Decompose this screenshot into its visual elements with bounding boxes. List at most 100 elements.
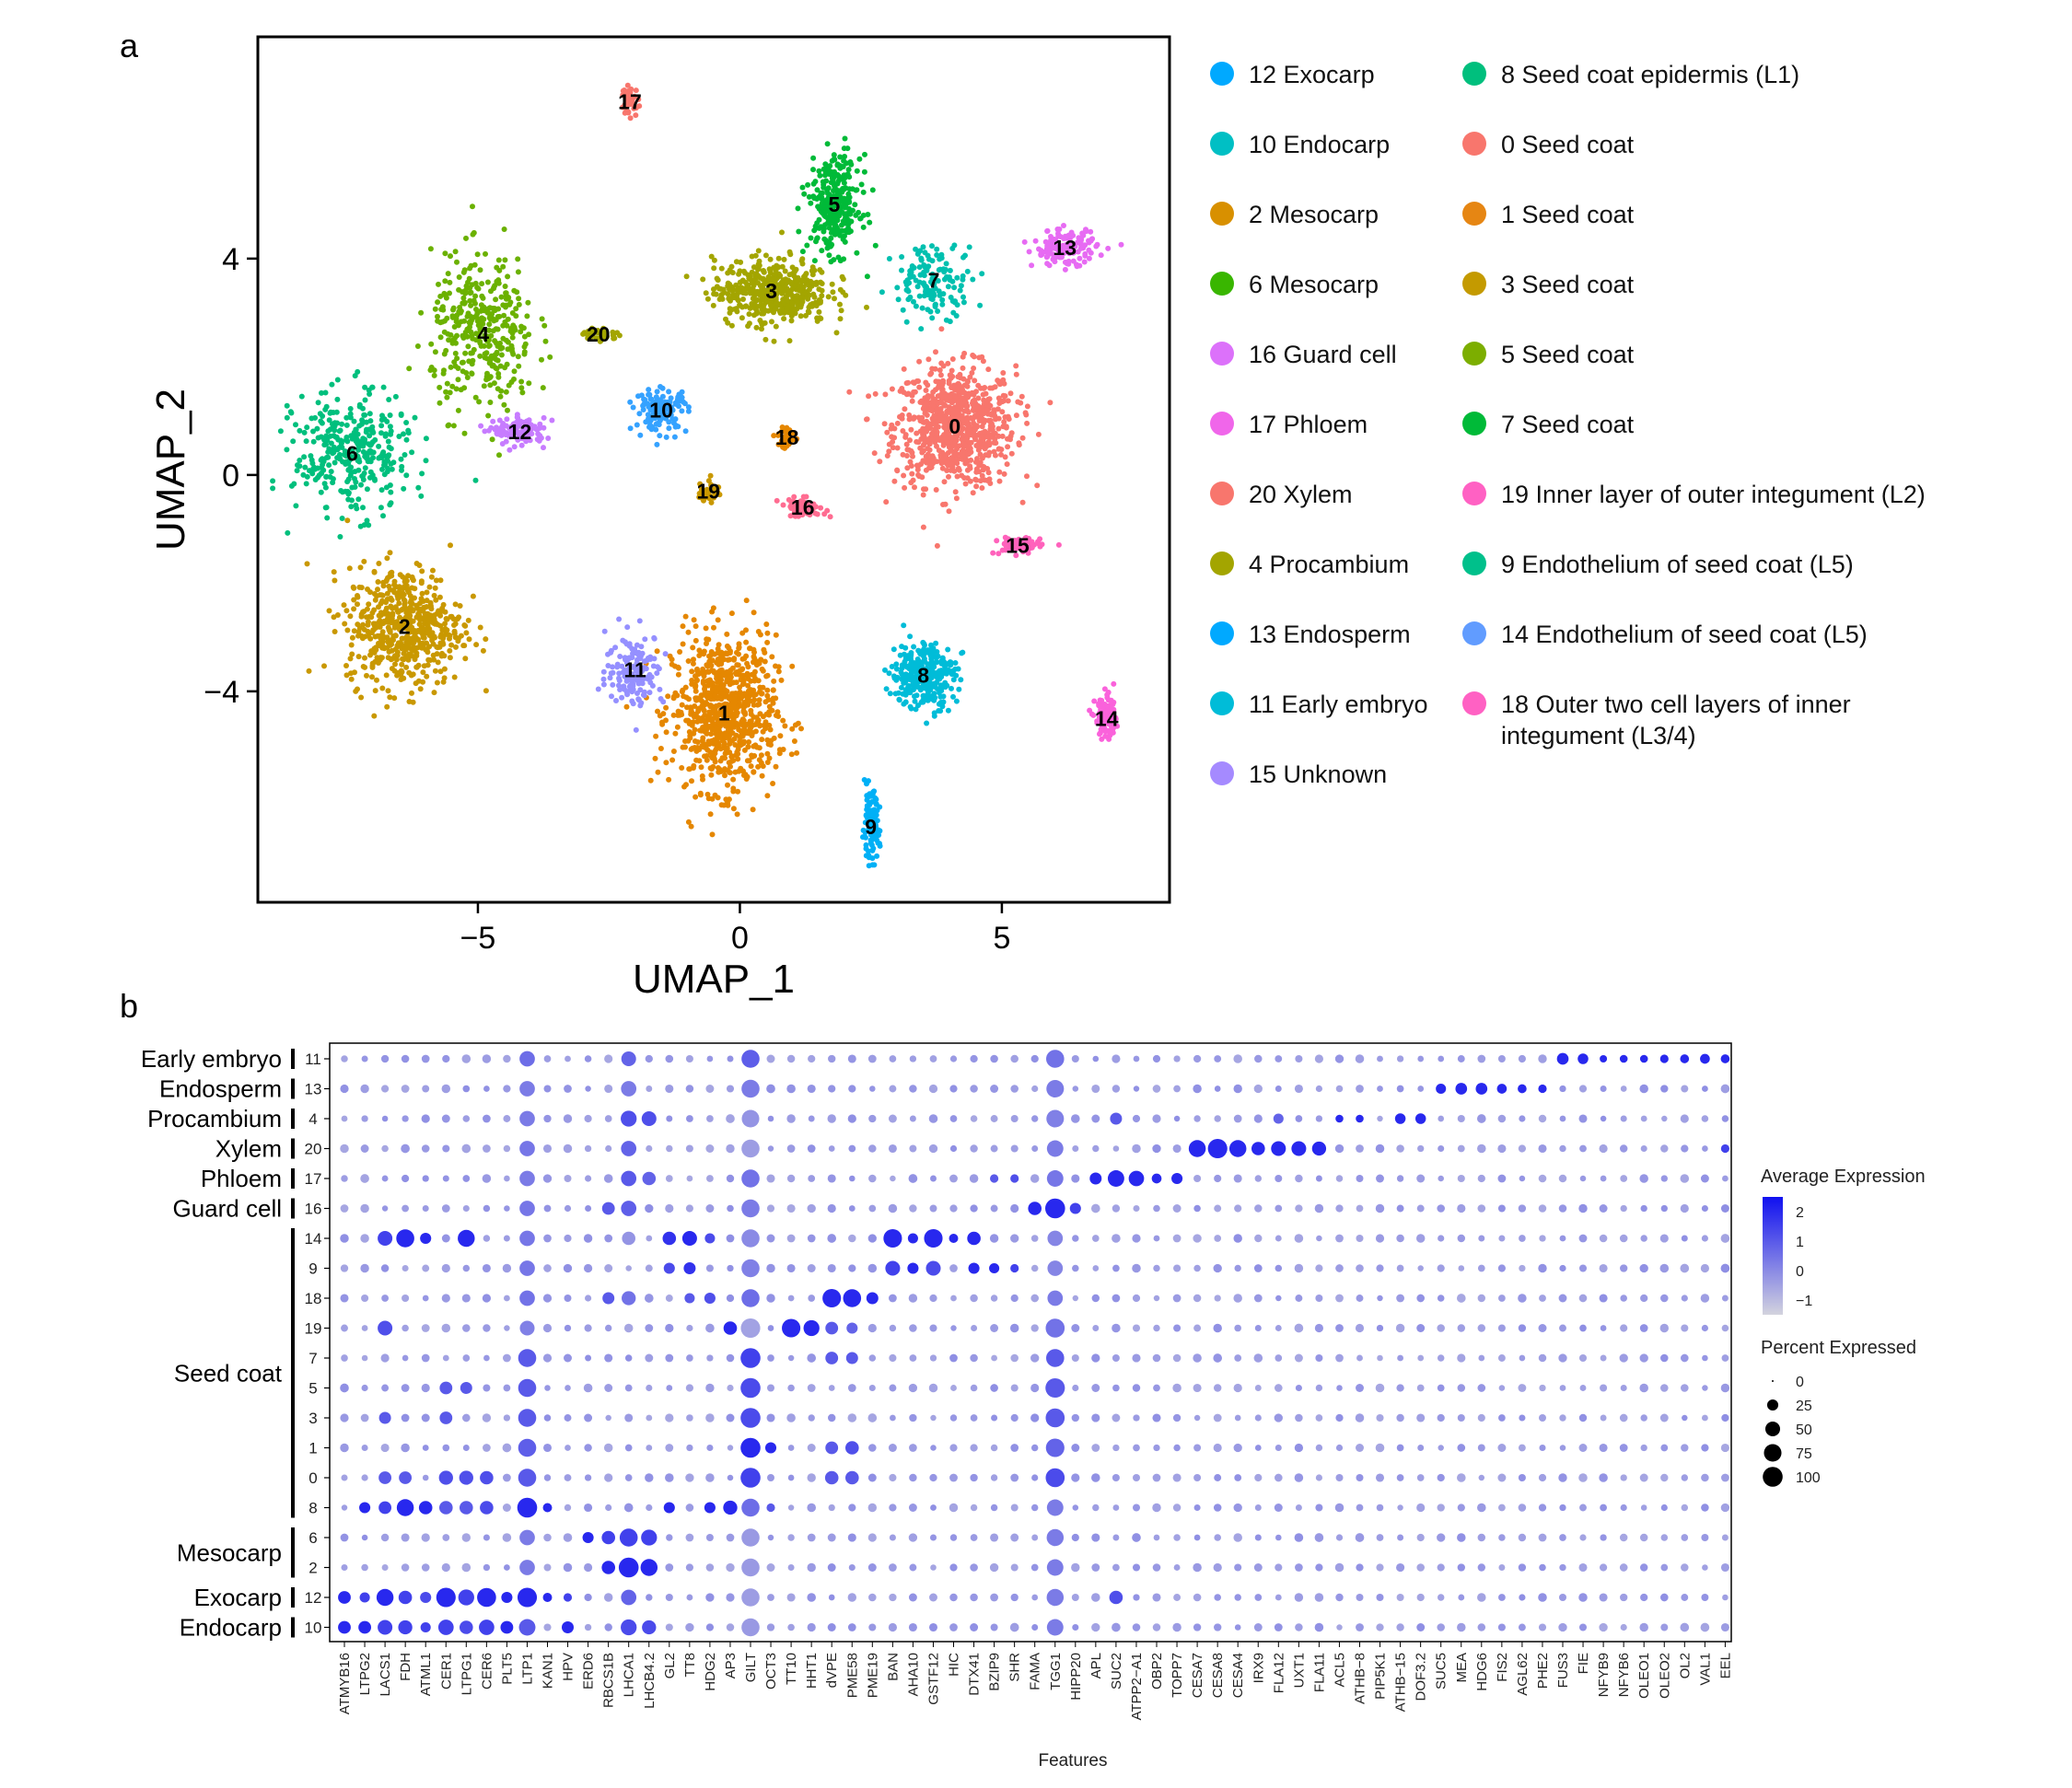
umap-point bbox=[980, 436, 986, 443]
umap-point bbox=[666, 776, 672, 783]
umap-point bbox=[740, 290, 747, 296]
umap-point bbox=[764, 281, 771, 287]
umap-point bbox=[1029, 262, 1035, 269]
umap-point bbox=[794, 749, 800, 756]
umap-point bbox=[649, 682, 656, 689]
umap-point bbox=[905, 288, 912, 295]
umap-point bbox=[432, 668, 438, 674]
umap-point bbox=[372, 621, 378, 627]
umap-point bbox=[346, 565, 353, 572]
umap-point bbox=[916, 384, 923, 390]
umap-point bbox=[948, 659, 954, 666]
umap-point bbox=[427, 367, 434, 373]
umap-point bbox=[460, 335, 467, 341]
umap-point bbox=[945, 646, 951, 653]
umap-point bbox=[965, 393, 972, 400]
umap-point bbox=[784, 306, 790, 311]
umap-point bbox=[343, 672, 350, 679]
umap-point bbox=[740, 717, 747, 724]
umap-point bbox=[499, 441, 506, 447]
umap-point bbox=[753, 310, 760, 317]
umap-point bbox=[482, 351, 488, 357]
umap-point bbox=[908, 480, 914, 486]
umap-point bbox=[951, 299, 958, 306]
umap-point bbox=[682, 428, 689, 435]
umap-point bbox=[769, 707, 775, 714]
umap-point bbox=[989, 426, 995, 433]
umap-point bbox=[825, 294, 832, 300]
umap-point bbox=[385, 688, 391, 694]
umap-point bbox=[394, 643, 401, 649]
umap-point bbox=[319, 420, 325, 426]
umap-point bbox=[773, 632, 779, 638]
cluster-1-points bbox=[623, 598, 804, 838]
umap-point bbox=[766, 722, 773, 728]
umap-point bbox=[844, 145, 851, 152]
umap-point bbox=[947, 267, 953, 273]
umap-point bbox=[823, 197, 830, 203]
umap-point bbox=[789, 300, 796, 307]
umap-point bbox=[972, 412, 978, 419]
umap-point bbox=[798, 258, 805, 264]
umap-point bbox=[958, 677, 964, 683]
umap-point bbox=[950, 410, 957, 416]
umap-point bbox=[704, 730, 710, 737]
umap-point bbox=[388, 489, 394, 495]
umap-point bbox=[418, 493, 425, 499]
umap-point bbox=[806, 309, 812, 316]
umap-point bbox=[751, 610, 757, 616]
umap-point bbox=[693, 711, 699, 717]
umap-point bbox=[691, 617, 697, 623]
umap-point bbox=[808, 235, 814, 241]
umap-point bbox=[400, 617, 406, 622]
umap-point bbox=[707, 811, 714, 818]
umap-point bbox=[950, 309, 957, 316]
umap-point bbox=[362, 397, 368, 403]
umap-point bbox=[1018, 400, 1024, 406]
umap-point bbox=[360, 448, 367, 455]
umap-point bbox=[964, 408, 971, 413]
umap-point bbox=[761, 302, 767, 308]
umap-point bbox=[469, 370, 475, 377]
umap-point bbox=[366, 522, 372, 528]
umap-point bbox=[916, 264, 923, 271]
umap-point bbox=[375, 579, 381, 585]
umap-point bbox=[751, 702, 757, 708]
umap-point bbox=[945, 707, 951, 714]
umap-point bbox=[451, 674, 458, 680]
umap-point bbox=[495, 280, 502, 286]
umap-point bbox=[925, 395, 931, 401]
umap-point bbox=[425, 622, 431, 628]
umap-point bbox=[1021, 238, 1028, 245]
umap-point bbox=[819, 293, 825, 299]
umap-point bbox=[734, 811, 740, 818]
umap-point bbox=[1065, 261, 1072, 267]
umap-point bbox=[860, 189, 867, 195]
umap-point bbox=[821, 511, 828, 517]
umap-point bbox=[960, 365, 966, 371]
umap-point bbox=[433, 597, 439, 603]
umap-point bbox=[822, 238, 829, 243]
umap-point bbox=[328, 469, 334, 475]
umap-point bbox=[913, 246, 919, 252]
umap-point bbox=[1087, 707, 1093, 714]
umap-point bbox=[407, 593, 413, 599]
umap-point bbox=[936, 708, 942, 714]
umap-point bbox=[950, 693, 956, 700]
umap-point bbox=[746, 311, 752, 318]
umap-point bbox=[891, 478, 898, 484]
umap-point bbox=[954, 473, 960, 480]
umap-point bbox=[431, 690, 437, 696]
umap-point bbox=[960, 273, 966, 279]
umap-point bbox=[357, 439, 364, 445]
umap-point bbox=[815, 203, 821, 210]
umap-point bbox=[396, 434, 402, 439]
umap-point bbox=[379, 592, 386, 598]
umap-point bbox=[791, 738, 797, 744]
umap-point bbox=[461, 622, 468, 628]
umap-point bbox=[321, 663, 327, 669]
umap-point bbox=[973, 483, 980, 490]
umap-point bbox=[489, 436, 495, 443]
umap-point bbox=[461, 318, 468, 324]
umap-point bbox=[779, 229, 785, 236]
